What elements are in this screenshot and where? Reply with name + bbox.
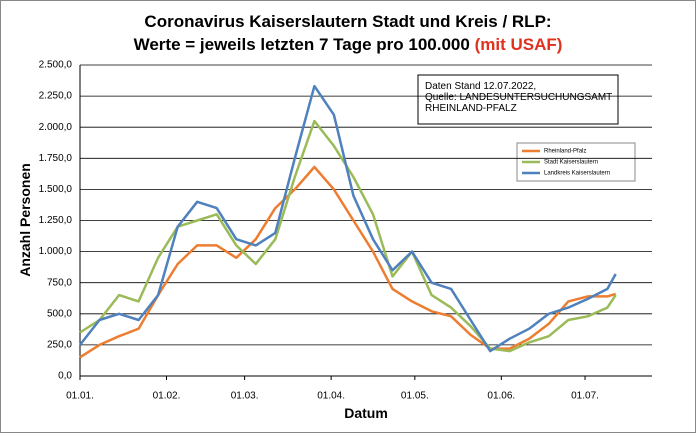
x-tick-label: 01.01. xyxy=(66,391,94,402)
chart-subtitle: Werte = jeweils letzten 7 Tage pro 100.0… xyxy=(134,35,563,54)
y-axis-label: Anzahl Personen xyxy=(17,163,33,277)
series-line xyxy=(79,84,617,353)
annotation-line: RHEINLAND-PFALZ xyxy=(425,103,517,114)
y-tick-label: 2.500,0 xyxy=(39,60,73,71)
annotation-line: Daten Stand 12.07.2022, xyxy=(425,81,536,92)
y-tick-label: 1.000,0 xyxy=(39,246,73,257)
x-axis-label: Datum xyxy=(344,405,388,421)
y-tick-label: 750,0 xyxy=(47,277,72,288)
x-tick-label: 01.04. xyxy=(317,391,345,402)
annotation-box xyxy=(417,74,619,125)
y-tick-label: 1.250,0 xyxy=(39,215,73,226)
x-tick-label: 01.03. xyxy=(231,391,259,402)
subtitle-text: Werte = jeweils letzten 7 Tage pro 100.0… xyxy=(134,35,470,54)
y-tick-label: 1.750,0 xyxy=(39,153,73,164)
y-tick-label: 1.500,0 xyxy=(39,184,73,195)
legend-label: Rheinland-Pfalz xyxy=(544,149,586,155)
x-tick-label: 01.07. xyxy=(571,391,599,402)
subtitle-highlight: (mit USAF) xyxy=(475,35,563,54)
chart-title: Coronavirus Kaiserslautern Stadt und Kre… xyxy=(144,12,551,31)
y-tick-label: 2.000,0 xyxy=(39,122,73,133)
y-tick-label: 2.250,0 xyxy=(39,91,73,102)
x-tick-label: 01.02. xyxy=(153,391,181,402)
y-tick-label: 0,0 xyxy=(58,371,72,382)
series-line xyxy=(79,119,617,353)
legend-label: Landkreis Kaiserslautern xyxy=(544,171,610,177)
y-tick-label: 250,0 xyxy=(47,340,72,351)
x-tick-label: 01.05. xyxy=(401,391,429,402)
annotation-line: Quelle: LANDESUNTERSUCHUNGSAMT xyxy=(425,92,612,103)
legend-label: Stadt Kaiserslautern xyxy=(544,160,598,166)
x-tick-label: 01.06. xyxy=(487,391,515,402)
series-line xyxy=(79,165,617,359)
y-tick-label: 500,0 xyxy=(47,308,72,319)
